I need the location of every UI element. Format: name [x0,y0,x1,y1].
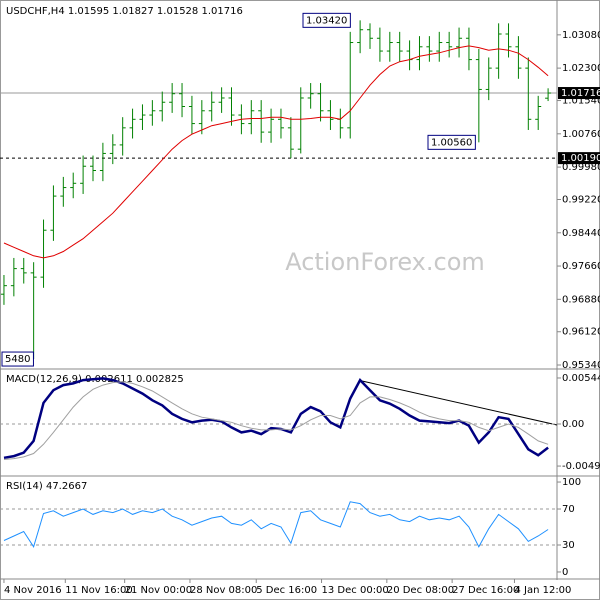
y-tick-label: 0.97660 [562,261,600,272]
y-tick-label: -0.004981 [562,461,600,472]
x-tick-label: 11 Nov 16:00 [65,585,132,596]
price-label-box [558,152,600,165]
y-tick-label: 0.00 [562,419,584,430]
price-label-box [558,87,600,100]
x-tick-label: 4 Nov 2016 [4,585,62,596]
y-tick-label: 0.99220 [562,195,600,206]
price-label: 1.01716 [561,88,600,99]
x-tick-label: 21 Nov 00:00 [125,585,192,596]
annotation-box [302,12,351,28]
y-tick-label: 0.98440 [562,228,600,239]
watermark: ActionForex.com [285,248,485,276]
y-tick-label: 1.03080 [562,30,600,41]
annotation-label: 1.00560 [431,137,472,148]
annotation-label: 5480 [5,354,30,365]
y-tick-label: 0.005445 [562,373,600,384]
x-tick-label: 5 Dec 16:00 [256,585,317,596]
panel-title: USDCHF,H4 1.01595 1.01827 1.01528 1.0171… [6,6,243,17]
annotation-box [427,134,476,150]
trend-line [361,380,558,426]
y-tick-label: 0.96120 [562,327,600,338]
series-line [3,381,549,460]
y-tick-label: 100 [562,477,581,488]
annotation-box [1,351,34,367]
annotation-label: 1.03420 [306,15,347,26]
x-tick-label: 27 Dec 16:00 [452,585,519,596]
x-tick-label: 13 Dec 00:00 [322,585,389,596]
y-tick-label: 1.02300 [562,63,600,74]
y-tick-label: 1.00760 [562,129,600,140]
x-tick-label: 28 Nov 08:00 [190,585,257,596]
series-line [3,45,549,259]
series-line [3,501,549,548]
y-tick-label: 0.99980 [562,162,600,173]
panel-title: RSI(14) 47.2667 [6,481,87,492]
y-tick-label: 0 [562,567,568,578]
y-tick-label: 70 [562,504,575,515]
x-tick-label: 20 Dec 08:00 [387,585,454,596]
y-tick-label: 0.95340 [562,360,600,371]
x-tick-label: 4 Jan 12:00 [514,585,571,596]
y-tick-label: 0.96880 [562,294,600,305]
price-label: 1.00190 [561,153,600,164]
y-tick-label: 30 [562,540,575,551]
y-tick-label: 1.01540 [562,96,600,107]
